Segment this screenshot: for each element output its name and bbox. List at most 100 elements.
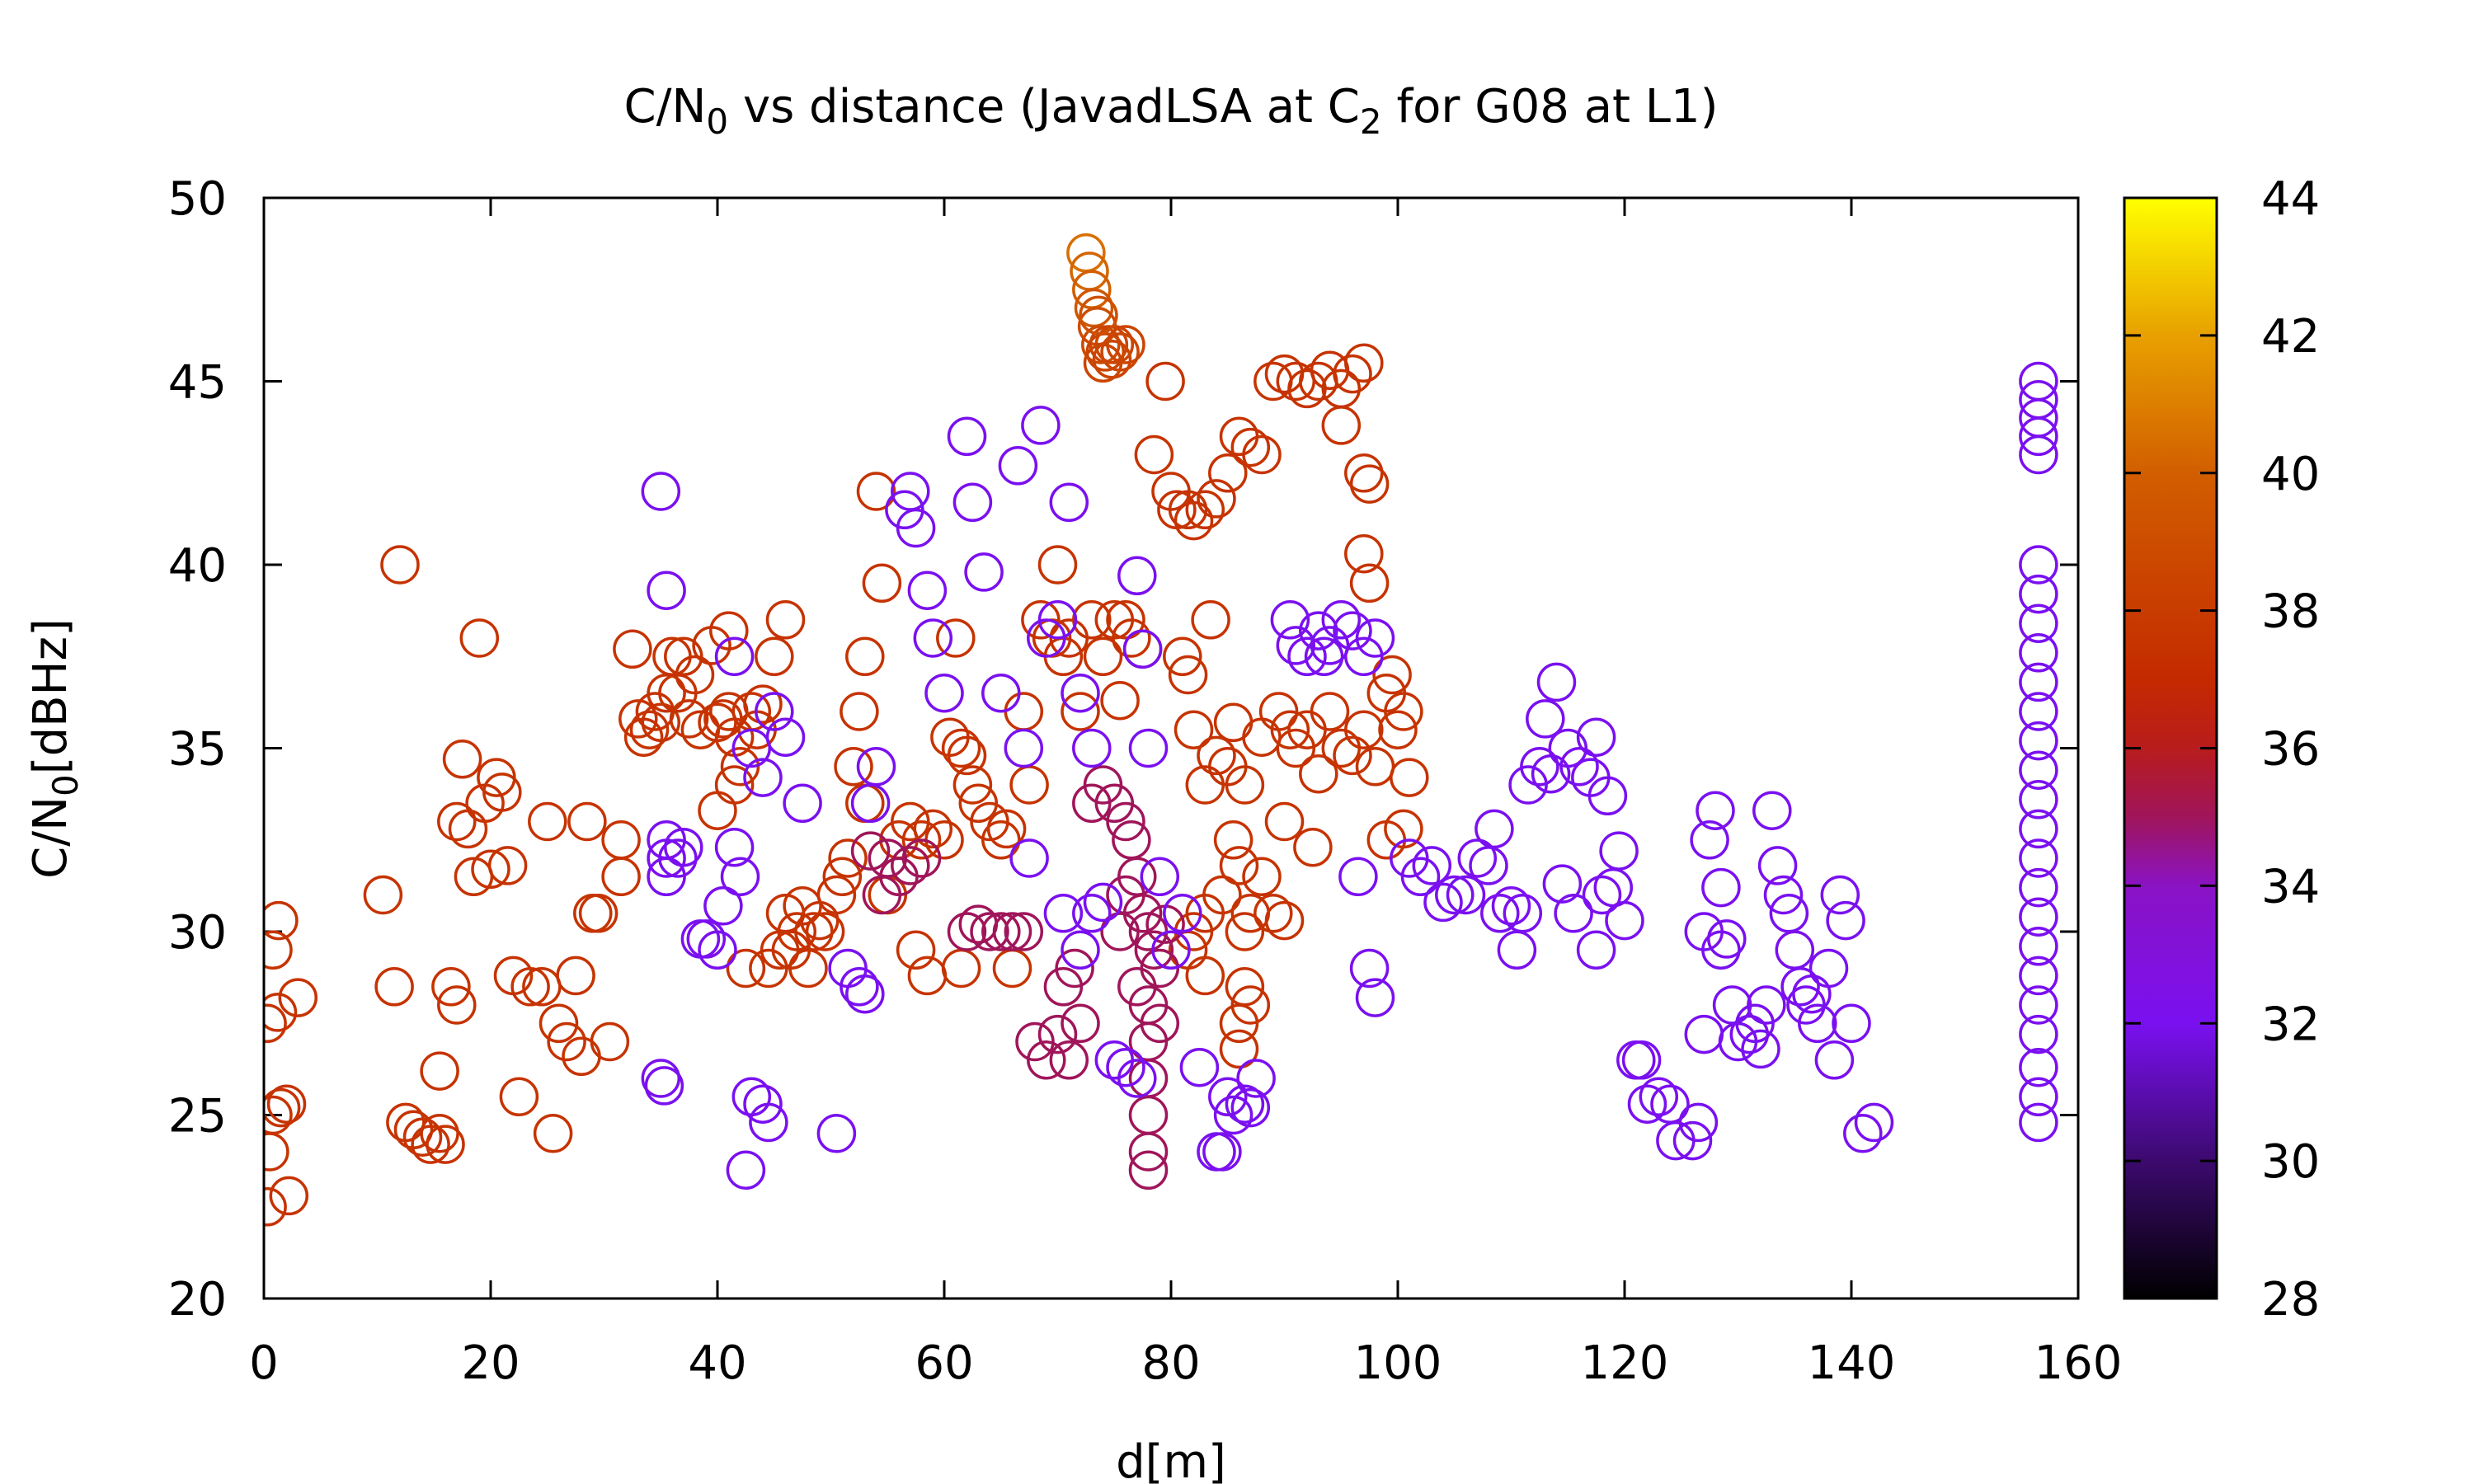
data-point bbox=[1208, 1077, 1248, 1117]
data-point bbox=[2019, 1014, 2058, 1054]
data-point bbox=[1134, 434, 1174, 475]
data-point bbox=[970, 912, 1009, 951]
data-point bbox=[952, 765, 993, 805]
data-point bbox=[2019, 809, 2058, 849]
data-point bbox=[952, 482, 993, 523]
data-point bbox=[840, 967, 879, 1007]
data-point bbox=[1520, 747, 1559, 787]
data-point bbox=[487, 846, 528, 885]
data-point bbox=[698, 930, 737, 970]
data-point bbox=[1390, 758, 1429, 797]
data-point bbox=[1134, 930, 1174, 970]
y-axis-ticks: 20 25 30 35 40 45 50 bbox=[168, 172, 2078, 1327]
x-tick-label: 140 bbox=[1808, 1336, 1896, 1390]
data-point bbox=[981, 912, 1021, 951]
data-point bbox=[1497, 930, 1537, 970]
data-point bbox=[556, 956, 595, 996]
data-point bbox=[1225, 1084, 1265, 1124]
data-point bbox=[777, 912, 817, 951]
data-point bbox=[411, 1125, 450, 1164]
data-point bbox=[1043, 967, 1084, 1007]
data-point bbox=[1741, 1029, 1780, 1069]
data-point bbox=[794, 912, 834, 951]
data-point bbox=[2019, 361, 2058, 402]
data-point bbox=[964, 552, 1004, 592]
data-point bbox=[644, 1066, 684, 1106]
data-point bbox=[1106, 600, 1145, 640]
data-point bbox=[1009, 838, 1049, 878]
data-point bbox=[1276, 626, 1316, 665]
data-point bbox=[1384, 809, 1423, 849]
data-point bbox=[1843, 1114, 1883, 1153]
data-point bbox=[749, 1102, 788, 1143]
data-point bbox=[726, 1150, 766, 1190]
data-point bbox=[1163, 894, 1202, 933]
data-point bbox=[1264, 801, 1305, 842]
data-point bbox=[1548, 728, 1588, 768]
data-point bbox=[1219, 1029, 1259, 1069]
data-point bbox=[2019, 574, 2058, 614]
data-point bbox=[1027, 1040, 1066, 1080]
data-point bbox=[755, 636, 794, 677]
data-point bbox=[2019, 985, 2058, 1025]
data-point bbox=[264, 993, 298, 1032]
data-point bbox=[1299, 611, 1338, 650]
data-point bbox=[1061, 692, 1100, 731]
data-point bbox=[629, 710, 670, 749]
data-point bbox=[420, 1051, 459, 1091]
data-point bbox=[1775, 930, 1815, 970]
data-point bbox=[1503, 894, 1543, 933]
data-point bbox=[578, 894, 618, 933]
data-point bbox=[2019, 380, 2058, 420]
data-point bbox=[1072, 783, 1112, 824]
x-tick-label: 0 bbox=[249, 1336, 279, 1390]
data-point bbox=[1168, 490, 1208, 530]
data-point bbox=[664, 827, 703, 867]
data-point bbox=[601, 857, 641, 897]
data-point bbox=[264, 1187, 287, 1227]
data-point bbox=[647, 571, 686, 610]
data-point bbox=[1707, 919, 1747, 959]
title-part-mid: vs distance (JavadLSA at C bbox=[728, 80, 1360, 134]
x-tick-label: 20 bbox=[461, 1336, 520, 1390]
data-point bbox=[1015, 1021, 1055, 1062]
data-point bbox=[533, 1114, 573, 1153]
data-point bbox=[1037, 600, 1078, 640]
data-point bbox=[1085, 332, 1126, 372]
data-point bbox=[1729, 1014, 1770, 1054]
data-point bbox=[1061, 930, 1100, 970]
y-tick-label: 40 bbox=[168, 539, 227, 593]
data-point bbox=[539, 1003, 579, 1044]
data-point bbox=[471, 849, 510, 890]
data-point bbox=[1151, 930, 1191, 970]
x-tick-label: 100 bbox=[1354, 1336, 1442, 1390]
data-point bbox=[1480, 894, 1520, 933]
data-point bbox=[755, 692, 794, 731]
data-point bbox=[437, 801, 477, 842]
data-point bbox=[448, 809, 488, 849]
data-point bbox=[1310, 692, 1350, 731]
data-point bbox=[1270, 600, 1310, 640]
data-point bbox=[1457, 838, 1498, 878]
x-tick-label: 160 bbox=[2034, 1336, 2123, 1390]
data-point bbox=[590, 1021, 630, 1062]
data-point bbox=[1106, 801, 1145, 842]
data-point bbox=[1526, 699, 1565, 739]
data-point bbox=[402, 1117, 443, 1157]
data-point bbox=[264, 1095, 293, 1135]
data-point bbox=[901, 820, 942, 860]
data-point bbox=[426, 1125, 465, 1164]
data-point bbox=[862, 563, 902, 603]
data-point bbox=[1225, 912, 1265, 951]
data-point bbox=[1344, 343, 1384, 383]
data-point bbox=[1081, 325, 1121, 364]
data-point bbox=[1179, 1047, 1220, 1087]
data-point bbox=[1576, 717, 1616, 757]
data-point bbox=[896, 508, 936, 548]
data-point bbox=[1627, 1084, 1667, 1124]
data-point bbox=[822, 857, 863, 897]
data-point bbox=[1174, 500, 1214, 541]
data-point bbox=[1094, 1040, 1135, 1080]
data-point bbox=[709, 611, 749, 650]
